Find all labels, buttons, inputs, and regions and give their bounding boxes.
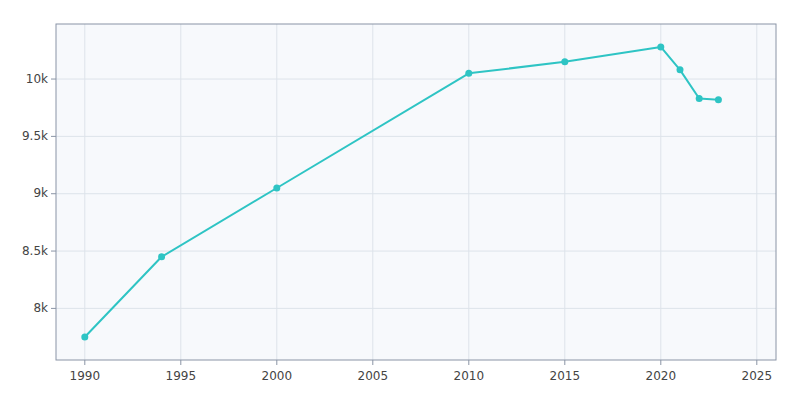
y-tick [51, 79, 56, 80]
x-grid-line [276, 24, 277, 360]
plot-background [56, 24, 776, 360]
y-tick-label: 10k [26, 72, 48, 86]
point [677, 66, 684, 73]
point [465, 70, 472, 77]
x-tick [660, 360, 661, 365]
x-tick [468, 360, 469, 365]
y-tick [51, 193, 56, 194]
x-grid-line [372, 24, 373, 360]
x-tick [564, 360, 565, 365]
x-tick-label: 1995 [166, 369, 197, 383]
x-tick-label: 2010 [454, 369, 485, 383]
y-tick [51, 251, 56, 252]
y-grid-line [56, 193, 776, 194]
grid [56, 24, 776, 360]
x-tick [756, 360, 757, 365]
x-tick-label: 2015 [550, 369, 581, 383]
y-tick-label: 9k [33, 186, 48, 200]
point [81, 334, 88, 341]
x-grid-line [564, 24, 565, 360]
y-tick [51, 136, 56, 137]
point [696, 95, 703, 102]
y-tick-label: 8k [33, 301, 48, 315]
x-tick [180, 360, 181, 365]
y-grid-line [56, 251, 776, 252]
y-tick-label: 9.5k [22, 129, 48, 143]
x-tick-label: 1990 [70, 369, 101, 383]
point [561, 58, 568, 65]
x-grid-line [660, 24, 661, 360]
y-tick-label: 8.5k [22, 244, 48, 258]
x-tick-label: 2005 [358, 369, 389, 383]
point [715, 96, 722, 103]
chart: 8k 8.5k 9k 9.5k 10k 1990 1995 2000 2005 2010 2015 2… [0, 0, 800, 400]
x-tick-label: 2025 [742, 369, 773, 383]
x-grid-line [84, 24, 85, 360]
x-grid-line [756, 24, 757, 360]
x-tick-label: 2000 [262, 369, 293, 383]
y-grid-line [56, 136, 776, 137]
point [273, 184, 280, 191]
x-tick [372, 360, 373, 365]
series [81, 43, 722, 340]
x-tick [84, 360, 85, 365]
x-tick [276, 360, 277, 365]
y-grid-line [56, 308, 776, 309]
line [85, 47, 719, 337]
point [158, 253, 165, 260]
x-tick-label: 2020 [646, 369, 677, 383]
plot-frame [56, 24, 776, 360]
point [657, 43, 664, 50]
y-grid-line [56, 79, 776, 80]
y-tick [51, 308, 56, 309]
x-grid-line [180, 24, 181, 360]
axes: 8k 8.5k 9k 9.5k 10k 1990 1995 2000 2005 2010 2015 2… [22, 72, 772, 383]
